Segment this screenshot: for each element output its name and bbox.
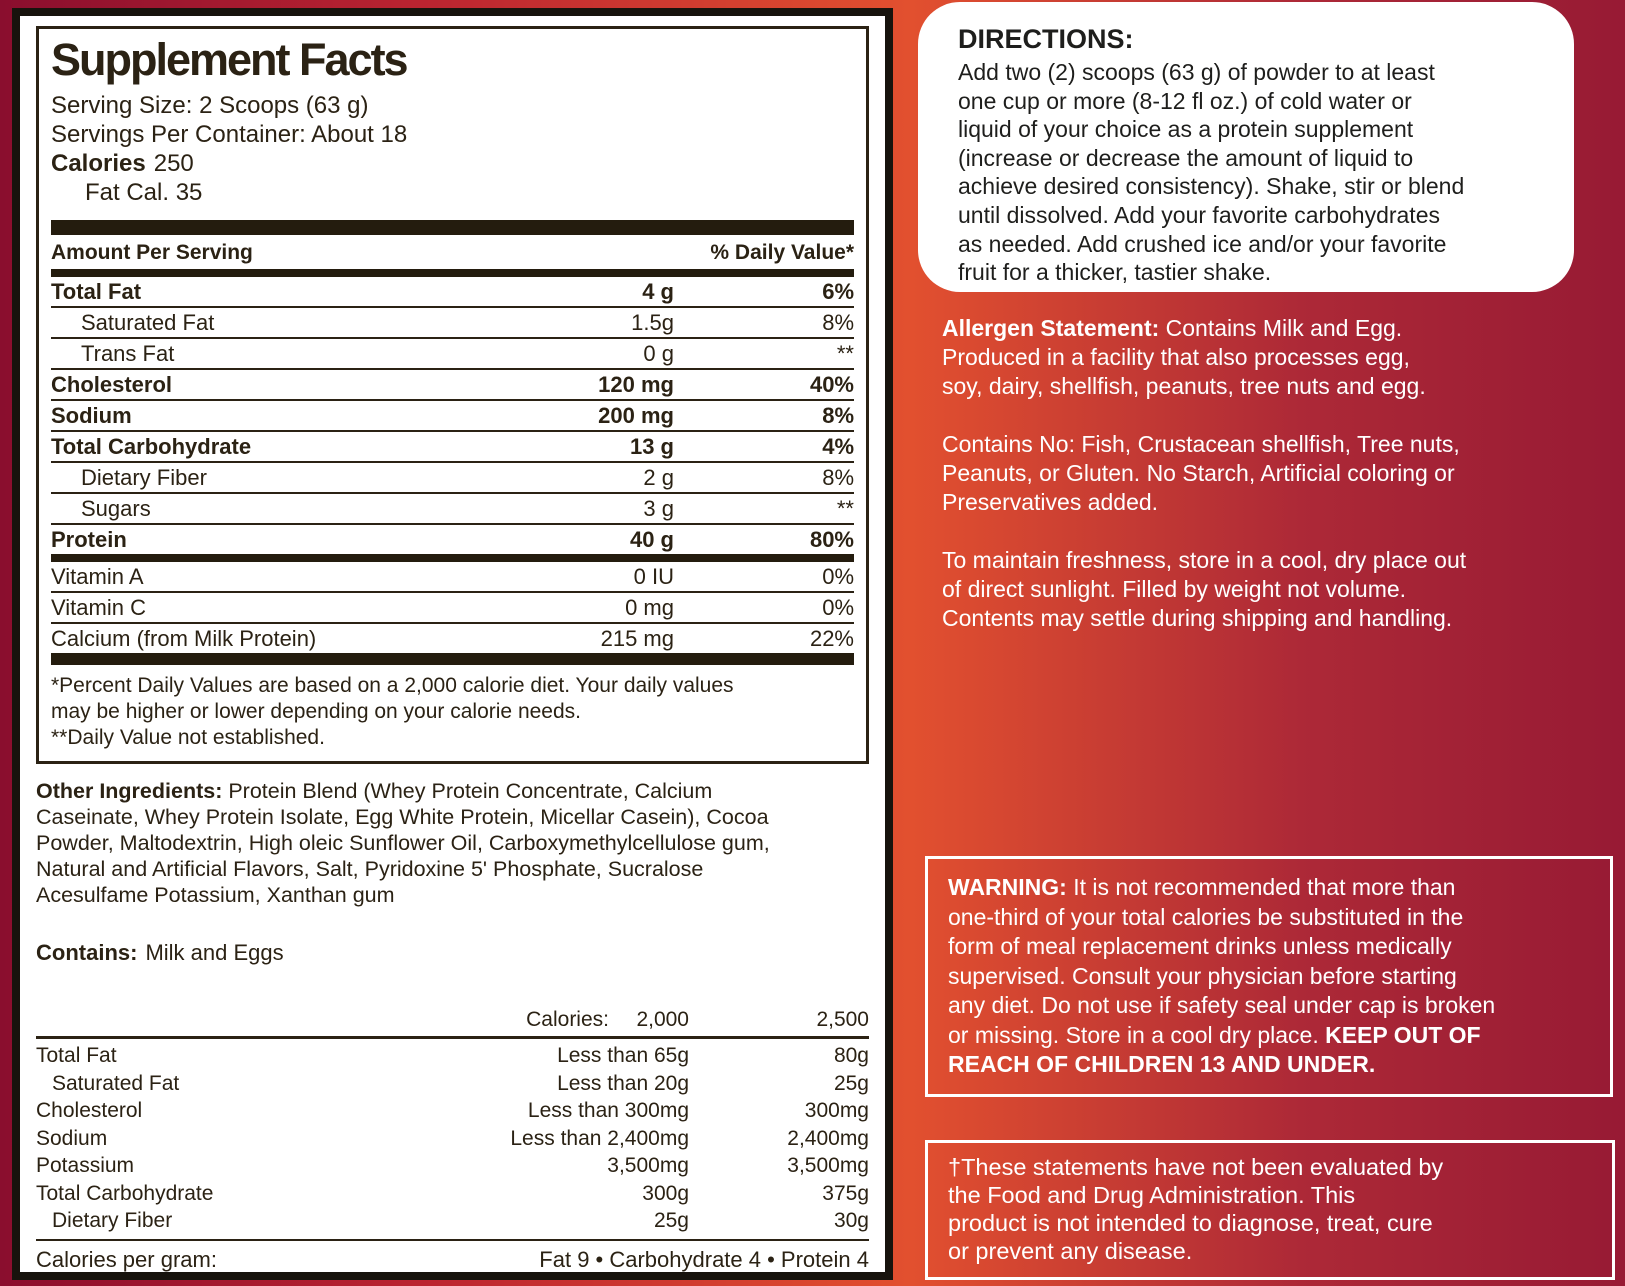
table-row: Saturated Fat 1.5g 8% [51,308,854,339]
contains-statement: Contains: Milk and Eggs [36,940,869,966]
table-row: Trans Fat 0 g ** [51,339,854,370]
warning-emphasis: KEEP OUT OF REACH OF CHILDREN 13 AND UND… [948,1021,1481,1078]
table-row: Saturated Fat Less than 20g 25g [52,1071,869,1095]
table-row: Dietary Fiber 2 g 8% [51,463,854,494]
serving-size: Serving Size: 2 Scoops (63 g) [51,92,369,119]
contains-text: Milk and Eggs [145,940,284,965]
table-row: Total Carbohydrate 300g 375g [36,1181,869,1205]
supplement-facts-box: Supplement Facts Serving Size: 2 Scoops … [36,26,869,764]
table-row: Potassium 3,500mg 3,500mg [36,1154,869,1177]
nutrition-table-header: Amount Per Serving % Daily Value* [51,235,854,269]
calories-per-gram-value: Fat 9 • Carbohydrate 4 • Protein 4 [539,1246,869,1272]
table-row: Total Carbohydrate 13 g 4% [51,432,854,463]
supplement-facts-panel: Supplement Facts Serving Size: 2 Scoops … [12,8,893,1280]
table-row: Cholesterol Less than 300mg 300mg [36,1099,869,1122]
reference-calories-label: Calories: [526,1008,609,1031]
allergen-text: Contains Milk and Egg. Produced in a fac… [942,315,1426,399]
table-row: Calcium (from Milk Protein) 215 mg 22% [51,626,854,651]
calories-value: 250 [153,150,194,177]
table-row: Sugars 3 g ** [51,494,854,525]
contains-no-statement: Contains No: Fish, Crustacean shellfish,… [942,431,1460,515]
daily-values-reference-table: Calories: 2,000 2,500 Total Fat Less than… [36,1006,869,1273]
fat-calories: Fat Cal. 35 [85,179,203,206]
daily-value-footnote: *Percent Daily Values are based on a 2,0… [51,674,734,749]
table-row: Sodium 200 mg 8% [51,401,854,432]
divider-medium [51,269,854,277]
other-ingredients-text: Protein Blend (Whey Protein Concentrate,… [36,779,770,907]
allergen-section: Allergen Statement: Contains Milk and Eg… [942,314,1592,662]
daily-value-header: % Daily Value* [710,241,854,264]
amount-per-serving-header: Amount Per Serving [51,241,253,264]
calories-label: Calories [51,150,146,177]
table-row: Dietary Fiber 25g 30g [52,1209,869,1232]
warning-text: WARNING: It is not recommended that more… [948,874,1496,1078]
fda-disclaimer-box: †These statements have not been evaluate… [925,1140,1615,1280]
supplement-facts-title: Supplement Facts [51,34,409,85]
table-row: Cholesterol 120 mg 40% [51,370,854,401]
other-ingredients: Other Ingredients: Protein Blend (Whey P… [36,778,869,908]
directions-text: Add two (2) scoops (63 g) of powder to a… [958,59,1465,286]
reference-col-2500: 2,500 [816,1008,869,1031]
other-ingredients-label: Other Ingredients: [36,779,223,803]
directions-box: DIRECTIONS: Add two (2) scoops (63 g) of… [918,2,1574,292]
calories-per-gram-row: Calories per gram: Fat 9 • Carbohydrate … [36,1241,869,1273]
table-row: Total Fat Less than 65g 80g [36,1044,869,1067]
divider-medium [51,554,854,562]
table-row: Total Fat 4 g 6% [51,277,854,308]
table-row: Protein 40 g 80% [51,527,854,552]
allergen-statement: Allergen Statement: Contains Milk and Eg… [942,314,1592,401]
warning-label: WARNING: [948,874,1067,900]
divider-thick-bottom [51,653,854,665]
reference-table-header: Calories: 2,000 2,500 [36,1006,869,1039]
reference-col-2000: 2,000 [636,1008,689,1031]
calories-line: Calories 250 [51,149,854,178]
warning-box: WARNING: It is not recommended that more… [925,856,1613,1097]
table-row: Sodium Less than 2,400mg 2,400mg [36,1126,869,1150]
storage-statement: To maintain freshness, store in a cool, … [942,547,1467,631]
directions-title: DIRECTIONS: [958,24,1134,54]
divider-thick-top [51,220,854,235]
allergen-label: Allergen Statement: [942,315,1160,341]
contains-label: Contains: [36,940,138,965]
calories-per-gram-label: Calories per gram: [36,1246,217,1272]
fda-disclaimer-text: †These statements have not been evaluate… [948,1154,1444,1264]
servings-per-container: Servings Per Container: About 18 [51,121,408,148]
